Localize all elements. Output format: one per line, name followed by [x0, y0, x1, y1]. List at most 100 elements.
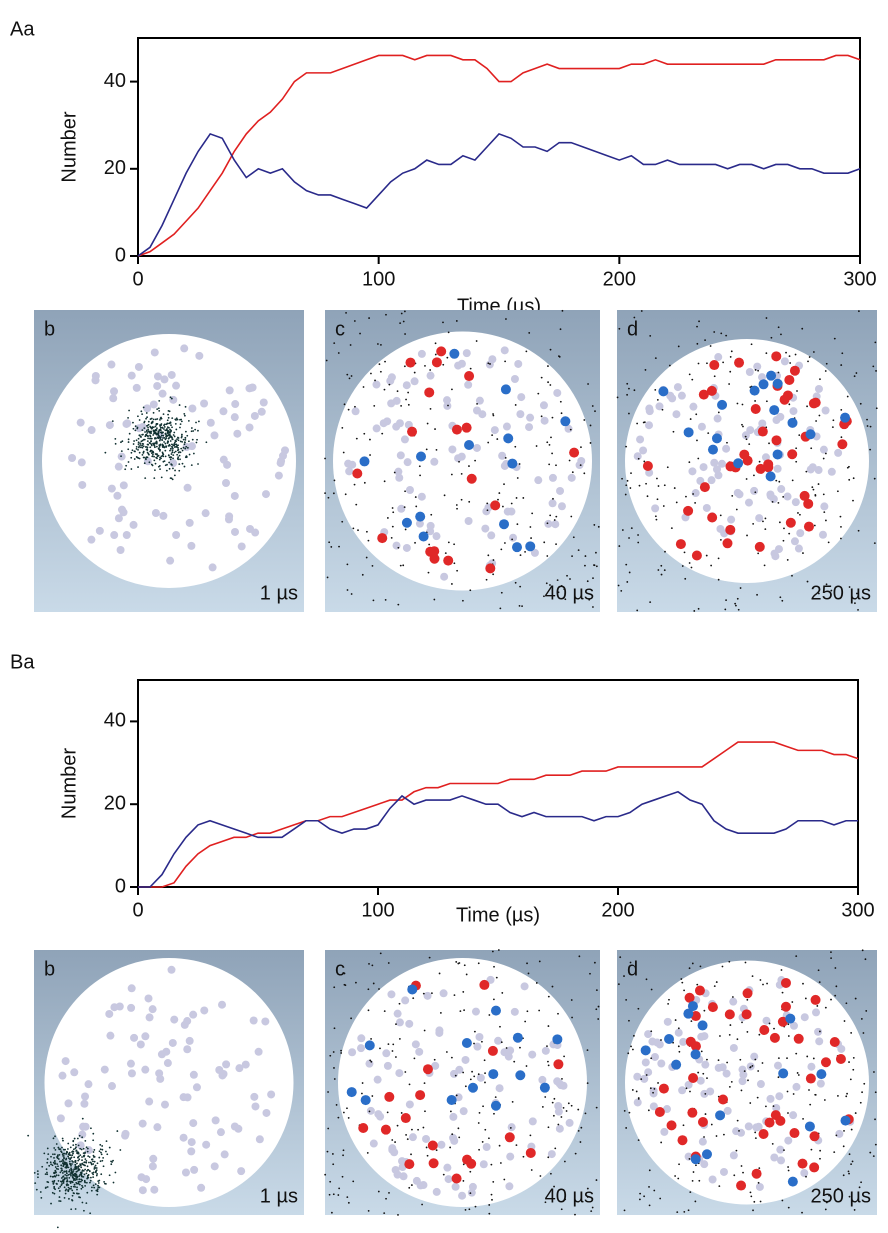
- site-dot: [510, 1007, 519, 1016]
- particle: [41, 1165, 44, 1168]
- particle: [157, 447, 160, 450]
- particle: [102, 1165, 105, 1168]
- particle: [717, 578, 720, 581]
- particle: [483, 1059, 486, 1062]
- particle: [185, 445, 188, 448]
- particle: [383, 388, 386, 391]
- particle: [777, 1057, 780, 1060]
- particle: [174, 450, 177, 453]
- particle: [637, 541, 640, 544]
- particle: [447, 331, 450, 334]
- site-dot: [401, 996, 410, 1005]
- particle: [772, 1105, 775, 1108]
- particle: [95, 1174, 98, 1177]
- site-dot: [121, 1131, 130, 1140]
- particle: [860, 1018, 863, 1020]
- particle: [633, 389, 636, 392]
- particle: [691, 1180, 694, 1182]
- particle: [474, 1205, 477, 1208]
- site-dot: [684, 1080, 693, 1089]
- particle: [754, 1058, 757, 1061]
- particle: [703, 1009, 706, 1012]
- particle: [833, 1151, 836, 1154]
- particle: [372, 982, 375, 985]
- site-dot: [678, 1086, 687, 1095]
- particle: [156, 418, 159, 420]
- particle: [724, 608, 727, 611]
- particle: [570, 1104, 573, 1107]
- particle: [813, 524, 816, 527]
- particle: [77, 1159, 80, 1162]
- ion: [769, 405, 780, 416]
- particle: [161, 432, 163, 435]
- particle: [824, 452, 827, 455]
- particle: [563, 588, 566, 591]
- particle: [547, 1156, 550, 1159]
- site-dot: [773, 464, 782, 473]
- particle: [84, 1140, 87, 1142]
- site-dot: [771, 552, 780, 561]
- particle: [338, 1187, 341, 1190]
- particle: [368, 962, 370, 965]
- site-dot: [392, 422, 401, 431]
- site-dot: [192, 1083, 201, 1092]
- particle: [137, 443, 140, 446]
- site-dot: [541, 1046, 550, 1055]
- data-line: [138, 741, 859, 888]
- particle: [99, 1160, 102, 1163]
- particle: [328, 1193, 331, 1196]
- site-dot: [219, 407, 228, 416]
- particle: [516, 477, 519, 479]
- ion: [766, 370, 777, 381]
- y-tick-label: 20: [104, 792, 126, 814]
- particle: [152, 411, 155, 414]
- particle: [330, 1211, 333, 1214]
- particle: [141, 413, 144, 416]
- particle: [833, 337, 836, 340]
- particle: [597, 525, 600, 528]
- particle: [365, 556, 368, 559]
- site-dot: [464, 380, 473, 389]
- site-dot: [457, 359, 466, 368]
- particle: [628, 387, 630, 390]
- particle: [100, 1151, 102, 1154]
- particle: [749, 1066, 752, 1069]
- site-dot: [729, 1151, 738, 1160]
- site-dot: [707, 476, 716, 485]
- site-dot: [437, 1140, 446, 1149]
- site-dot: [449, 1112, 458, 1121]
- particle: [100, 1173, 103, 1176]
- particle: [168, 434, 171, 437]
- particle: [347, 408, 350, 411]
- particle: [57, 1174, 60, 1177]
- site-dot: [189, 1010, 198, 1019]
- particle: [593, 524, 596, 526]
- site-dot: [835, 1129, 844, 1138]
- site-dot: [440, 572, 449, 581]
- particle: [367, 1209, 370, 1212]
- site-dot: [722, 444, 731, 453]
- site-dot: [528, 1050, 537, 1059]
- particle: [842, 1145, 845, 1148]
- particle: [529, 526, 532, 528]
- particle: [564, 1198, 567, 1201]
- particle: [835, 1134, 838, 1137]
- site-dot: [405, 1019, 414, 1028]
- particle: [54, 1171, 57, 1173]
- particle: [736, 402, 739, 405]
- particle: [753, 1200, 756, 1203]
- particle: [628, 1019, 630, 1022]
- site-dot: [190, 1165, 199, 1174]
- particle: [527, 972, 530, 975]
- site-dot: [169, 395, 178, 404]
- site-dot: [727, 515, 736, 524]
- particle: [560, 585, 563, 587]
- particle: [832, 419, 835, 422]
- particle: [638, 484, 641, 487]
- particle: [55, 1174, 58, 1177]
- ion: [507, 458, 518, 469]
- site-dot: [435, 1026, 444, 1035]
- particle: [157, 407, 160, 410]
- particle: [595, 565, 598, 568]
- particle: [146, 432, 149, 434]
